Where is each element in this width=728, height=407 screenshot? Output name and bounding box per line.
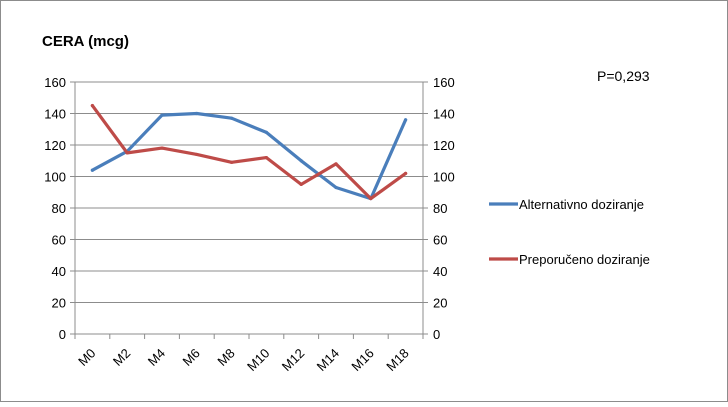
y-tick-label-left: 40 [52,264,66,279]
y-tick-label-left: 60 [52,233,66,248]
series-line-1 [90,103,408,201]
y-tick-label-left: 20 [52,296,66,311]
data-point [299,159,303,163]
data-point [334,162,338,166]
data-point [230,160,234,164]
data-point [90,168,94,172]
y-tick-label-left: 100 [44,170,66,185]
legend-label-1: Preporučeno doziranje [519,252,650,267]
y-tick-label-left: 160 [44,75,66,90]
gridlines [75,81,423,303]
y-tick-label-right: 40 [433,264,447,279]
y-tick-label-right: 20 [433,296,447,311]
series-lines [90,103,408,201]
y-tick-label-left: 140 [44,107,66,122]
data-point [160,113,164,117]
data-point [299,182,303,186]
p-value-annotation: P=0,293 [597,68,650,84]
data-point [125,151,129,155]
series-line-0 [90,111,408,201]
data-point [160,146,164,150]
data-point [264,130,268,134]
data-point [90,104,94,108]
y-tick-label-right: 60 [433,233,447,248]
data-point [404,171,408,175]
y-tick-label-left: 120 [44,138,66,153]
data-point [369,196,373,201]
y-tick-label-right: 80 [433,201,447,216]
data-point [334,185,338,190]
y-tick-label-right: 100 [433,170,455,185]
y-tick-label-right: 0 [433,327,440,342]
data-point [195,152,199,157]
data-point [404,118,408,122]
y-tick-label-left: 80 [52,201,66,216]
data-point [264,156,268,160]
legend: Alternativno doziranje Preporučeno dozira… [489,197,650,267]
y-tick-label-right: 140 [433,107,455,122]
chart-title: CERA (mcg) [42,33,129,50]
y-tick-label-right: 160 [433,75,455,90]
legend-label-0: Alternativno doziranje [519,197,644,212]
y-tick-label-right: 120 [433,138,455,153]
y-tick-label-left: 0 [59,327,66,342]
data-point [195,111,199,116]
data-point [230,116,234,120]
